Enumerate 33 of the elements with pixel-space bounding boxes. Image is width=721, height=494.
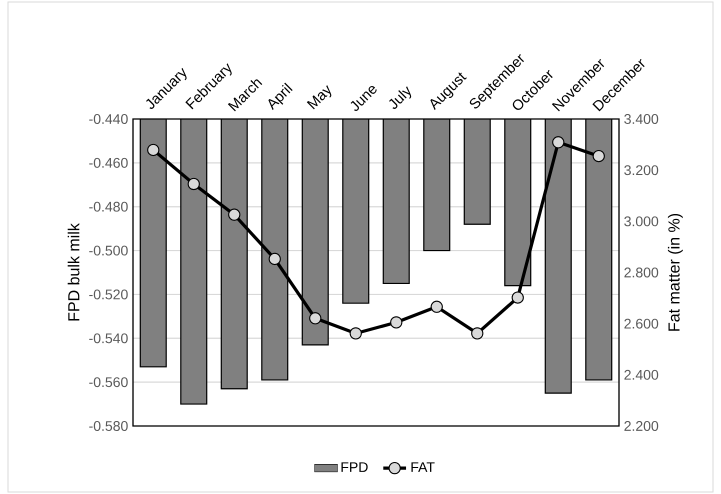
point bbox=[430, 300, 443, 313]
point bbox=[512, 291, 524, 304]
y-tick-label: -0.540 bbox=[89, 333, 128, 344]
x-tick-label: July bbox=[389, 86, 412, 109]
y-tick-label: -0.500 bbox=[89, 246, 128, 256]
x-tick-label: May bbox=[306, 85, 332, 110]
y-tick-label: -0.480 bbox=[89, 202, 128, 212]
y2-tick-label: 2.800 bbox=[624, 268, 658, 278]
point bbox=[147, 144, 160, 156]
point bbox=[592, 150, 605, 162]
y2-tick-label: 2.200 bbox=[624, 421, 658, 431]
y2-tick-label: 2.400 bbox=[624, 370, 658, 380]
y2-axis-title: Fat matter (in %) bbox=[668, 214, 683, 331]
y2-tick-label: 3.400 bbox=[624, 114, 658, 124]
y-tick-label: -0.460 bbox=[89, 158, 128, 168]
point bbox=[350, 327, 362, 340]
point bbox=[552, 136, 564, 148]
y-tick-label: -0.520 bbox=[89, 289, 128, 300]
legend-label: FPD bbox=[342, 462, 368, 472]
y-axis-title: FPD bulk milk bbox=[68, 223, 80, 321]
point bbox=[228, 208, 240, 221]
y2-tick-label: 2.600 bbox=[624, 318, 658, 329]
legend-label: FAT bbox=[411, 462, 435, 472]
y-tick-label: -0.580 bbox=[89, 421, 128, 431]
point bbox=[471, 327, 484, 340]
point bbox=[268, 252, 281, 266]
y2-tick-label: 3.000 bbox=[624, 216, 658, 226]
point bbox=[309, 312, 322, 324]
point bbox=[188, 178, 200, 190]
y-tick-label: -0.440 bbox=[89, 114, 128, 124]
point bbox=[390, 316, 402, 329]
y2-tick-label: 3.200 bbox=[624, 165, 658, 176]
y-tick-label: -0.560 bbox=[89, 377, 128, 388]
